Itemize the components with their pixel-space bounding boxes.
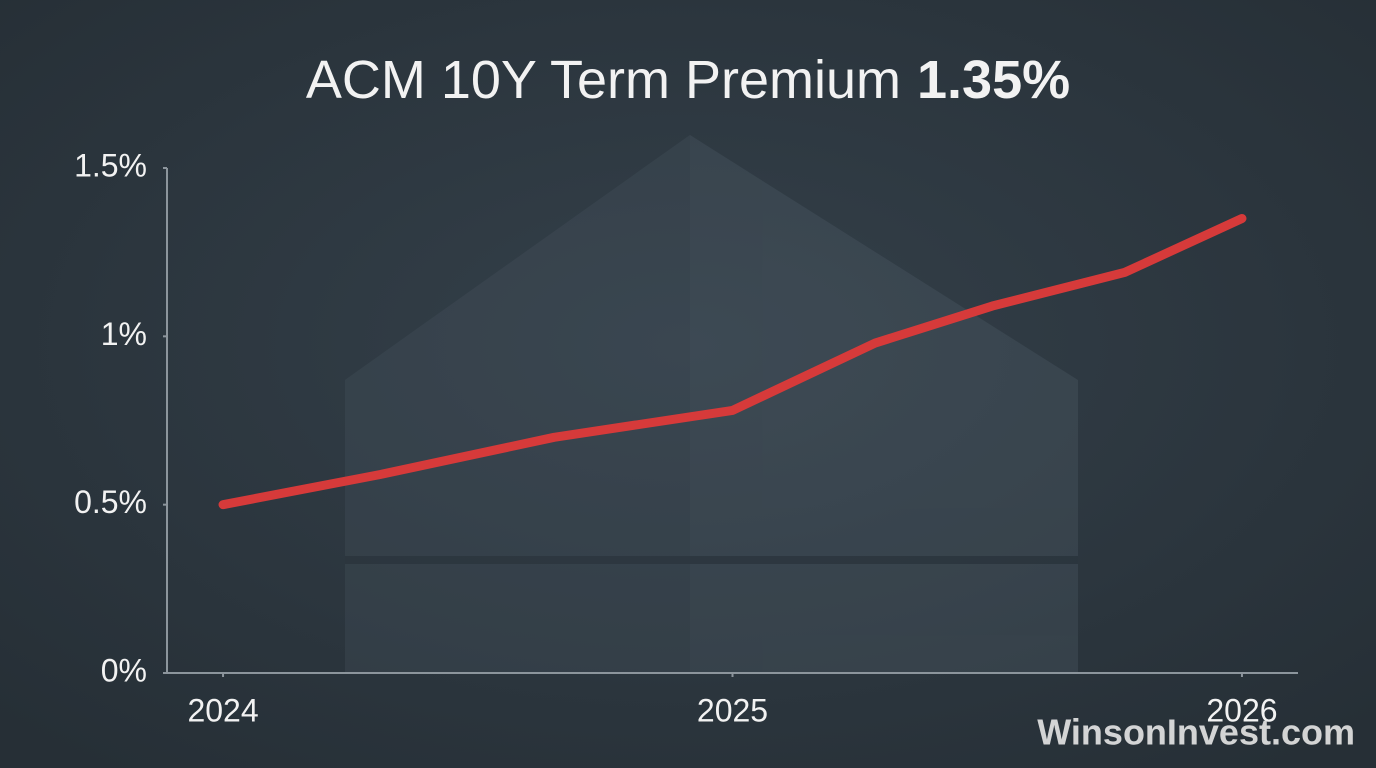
y-tick-label: 1% [101, 316, 147, 352]
watermark: WinsonInvest.com [1037, 712, 1355, 753]
title-value: 1.35% [917, 50, 1070, 110]
title-text: ACM 10Y Term Premium [306, 50, 901, 110]
building-silhouette [345, 135, 1078, 672]
y-tick-label: 1.5% [74, 147, 147, 183]
x-tick-label: 2025 [697, 692, 768, 728]
y-tick-label: 0.5% [74, 484, 147, 520]
y-tick-label: 0% [101, 652, 147, 688]
data-line [218, 214, 1247, 510]
x-tick-label: 2026 [1206, 692, 1277, 728]
chart-title: ACM 10Y Term Premium 1.35% [306, 50, 1070, 110]
x-tick-label: 2024 [187, 692, 258, 728]
